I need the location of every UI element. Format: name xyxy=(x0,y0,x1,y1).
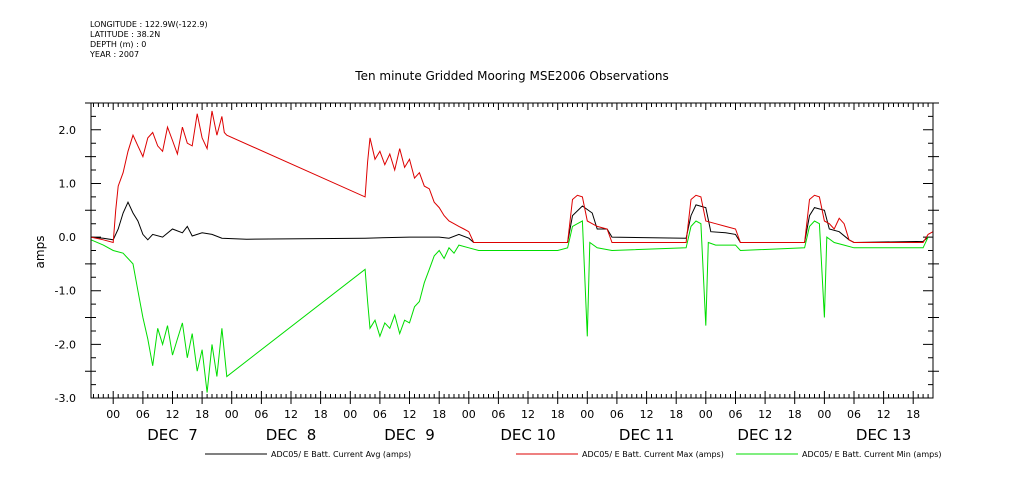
x-tick-label: 00 xyxy=(462,408,476,421)
x-tick-label: 12 xyxy=(284,408,298,421)
legend-label-1: ADC05/ E Batt. Current Max (amps) xyxy=(582,450,724,459)
x-tick-label: 00 xyxy=(343,408,357,421)
year-label: YEAR : 2007 xyxy=(90,50,140,59)
day-label: DEC 7 xyxy=(147,426,198,444)
x-tick-label: 00 xyxy=(580,408,594,421)
latitude-label: LATITUDE : 38.2N xyxy=(90,30,161,39)
plot-frame xyxy=(90,102,934,399)
x-tick-label: 18 xyxy=(195,408,209,421)
y-tick-label: 1.0 xyxy=(59,178,77,191)
y-tick-label: 0.0 xyxy=(59,231,77,244)
x-tick-label: 00 xyxy=(817,408,831,421)
x-tick-labels: 00 06 12 18 00 06 12 18 00 06 12 18 00 06 12 18 00 06 12 18… xyxy=(106,408,920,421)
y-tick-label: 2.0 xyxy=(59,124,77,137)
x-tick-label: 00 xyxy=(225,408,239,421)
x-tick-label: 06 xyxy=(373,408,387,421)
day-labels: DEC 7 DEC 8 DEC 9 DEC 10 DEC 11 DEC 12 DEC 13 xyxy=(147,426,911,444)
day-label: DEC 10 xyxy=(500,426,555,444)
legend: ADC05/ E Batt. Current Avg (amps) ADC05/ … xyxy=(205,450,942,459)
x-tick-label: 00 xyxy=(699,408,713,421)
longitude-label: LONGITUDE : 122.9W(-122.9) xyxy=(90,20,208,29)
chart-title: Ten minute Gridded Mooring MSE2006 Obser… xyxy=(354,69,668,83)
x-tick-label: 06 xyxy=(610,408,624,421)
x-tick-label: 12 xyxy=(166,408,180,421)
y-axis-label: amps xyxy=(33,236,47,269)
x-tick-label: 12 xyxy=(403,408,417,421)
day-label: DEC 9 xyxy=(384,426,435,444)
day-label: DEC 11 xyxy=(619,426,674,444)
day-label: DEC 13 xyxy=(856,426,911,444)
x-tick-label: 06 xyxy=(254,408,268,421)
axis-ticks xyxy=(85,102,939,404)
x-tick-label: 06 xyxy=(847,408,861,421)
depth-label: DEPTH (m) : 0 xyxy=(90,40,147,49)
x-tick-label: 12 xyxy=(521,408,535,421)
y-tick-label: -2.0 xyxy=(55,338,76,351)
series-lines xyxy=(90,110,934,393)
metadata-block: LONGITUDE : 122.9W(-122.9) LATITUDE : 38… xyxy=(90,20,208,60)
day-label: DEC 8 xyxy=(266,426,317,444)
y-tick-label: -1.0 xyxy=(55,285,76,298)
x-tick-label: 18 xyxy=(432,408,446,421)
x-tick-label: 06 xyxy=(729,408,743,421)
x-tick-label: 06 xyxy=(136,408,150,421)
legend-label-0: ADC05/ E Batt. Current Avg (amps) xyxy=(271,450,411,459)
x-tick-label: 06 xyxy=(491,408,505,421)
x-tick-label: 18 xyxy=(669,408,683,421)
x-tick-label: 00 xyxy=(106,408,120,421)
series-line-1 xyxy=(90,110,934,244)
tick-marks xyxy=(85,102,939,404)
x-tick-label: 18 xyxy=(314,408,328,421)
day-label: DEC 12 xyxy=(737,426,792,444)
x-tick-label: 18 xyxy=(788,408,802,421)
x-tick-label: 12 xyxy=(758,408,772,421)
x-tick-label: 18 xyxy=(906,408,920,421)
y-tick-label: -3.0 xyxy=(55,392,76,405)
series-line-2 xyxy=(90,220,929,393)
x-tick-label: 12 xyxy=(640,408,654,421)
x-tick-label: 12 xyxy=(877,408,891,421)
x-tick-label: 18 xyxy=(551,408,565,421)
legend-label-2: ADC05/ E Batt. Current Min (amps) xyxy=(802,450,942,459)
y-tick-labels: -3.0 -2.0 -1.0 0.0 1.0 2.0 xyxy=(55,124,76,405)
series-line-0 xyxy=(90,200,929,244)
